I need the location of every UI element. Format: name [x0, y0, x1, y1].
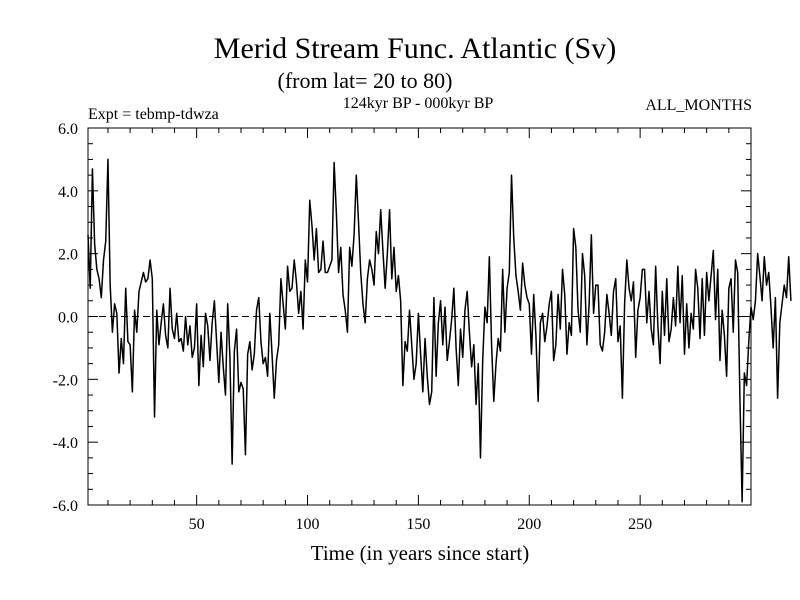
months-label: ALL_MONTHS	[645, 97, 752, 114]
series-layer	[87, 158, 792, 503]
x-axis-label: Time (in years since start)	[311, 541, 530, 565]
y-tick-label: 6.0	[58, 121, 78, 138]
x-tick-label: 50	[189, 516, 205, 533]
expt-label: Expt = tebmp-tdwza	[88, 106, 219, 123]
y-tick-label: 2.0	[58, 247, 78, 264]
y-axis-ticks: -6.0 -4.0 -2.0 0.0 2.0 4.0 6.0	[53, 121, 751, 515]
period-label: 124kyr BP - 000kyr BP	[343, 95, 494, 112]
y-tick-label: -2.0	[53, 372, 78, 389]
y-tick-label: -6.0	[53, 498, 78, 515]
x-tick-label: 250	[628, 516, 652, 533]
x-axis-ticks: 50 100 150 200 250	[107, 128, 730, 533]
x-tick-label: 150	[406, 516, 430, 533]
chart-subtitle: (from lat= 20 to 80)	[278, 68, 453, 93]
y-tick-label: 4.0	[58, 184, 78, 201]
y-tick-label: -4.0	[53, 435, 78, 452]
x-tick-label: 200	[517, 516, 541, 533]
chart-title: Merid Stream Func. Atlantic (Sv)	[214, 32, 616, 65]
x-tick-label: 100	[296, 516, 320, 533]
series-line-0	[87, 158, 792, 503]
y-tick-label: 0.0	[58, 310, 78, 327]
